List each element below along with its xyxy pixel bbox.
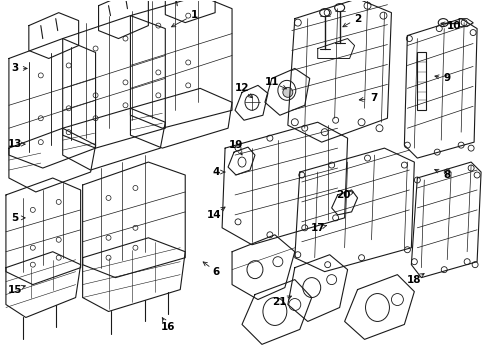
Text: 15: 15 bbox=[8, 284, 22, 294]
Text: 13: 13 bbox=[8, 139, 22, 149]
Text: 17: 17 bbox=[310, 223, 325, 233]
Bar bbox=[416, 53, 426, 110]
Text: 19: 19 bbox=[228, 140, 243, 150]
Text: 10: 10 bbox=[446, 21, 461, 31]
Text: 1: 1 bbox=[190, 10, 198, 20]
Text: 12: 12 bbox=[234, 84, 249, 93]
Text: 16: 16 bbox=[161, 323, 175, 332]
Text: 5: 5 bbox=[11, 213, 19, 223]
Text: 6: 6 bbox=[212, 267, 219, 276]
Text: 20: 20 bbox=[336, 190, 350, 200]
Text: 11: 11 bbox=[264, 77, 279, 87]
Text: 14: 14 bbox=[206, 210, 221, 220]
Text: 21: 21 bbox=[272, 297, 286, 306]
Text: 18: 18 bbox=[406, 275, 421, 285]
Text: 9: 9 bbox=[443, 73, 450, 84]
Text: 7: 7 bbox=[369, 93, 376, 103]
Text: 2: 2 bbox=[353, 14, 361, 24]
Text: 3: 3 bbox=[11, 63, 19, 73]
Text: 8: 8 bbox=[443, 170, 450, 180]
Text: 4: 4 bbox=[212, 167, 219, 177]
Ellipse shape bbox=[282, 87, 292, 97]
